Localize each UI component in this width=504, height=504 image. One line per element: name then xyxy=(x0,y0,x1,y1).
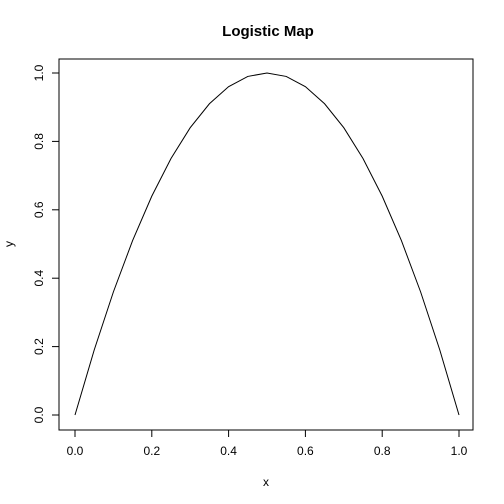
chart-title: Logistic Map xyxy=(222,23,314,40)
x-axis: 0.0 0.2 0.4 0.6 0.8 1.0 xyxy=(67,429,468,458)
y-tick-label: 0.6 xyxy=(32,201,46,218)
plot-frame xyxy=(58,58,474,431)
y-axis: 0.0 0.2 0.4 0.6 0.8 1.0 xyxy=(32,64,60,423)
y-tick-label: 0.4 xyxy=(32,270,46,287)
x-tick-label: 0.8 xyxy=(374,444,391,458)
y-tick-label: 0.0 xyxy=(32,406,46,423)
y-tick-label: 1.0 xyxy=(32,64,46,81)
y-tick-label: 0.8 xyxy=(32,133,46,150)
x-tick-label: 0.6 xyxy=(297,444,314,458)
y-axis-label: y xyxy=(2,241,16,247)
x-tick-label: 0.0 xyxy=(67,444,84,458)
y-tick-label: 0.2 xyxy=(32,338,46,355)
x-tick-label: 0.4 xyxy=(220,444,237,458)
x-axis-label: x xyxy=(263,475,269,489)
series-line xyxy=(74,72,460,416)
x-tick-label: 0.2 xyxy=(143,444,160,458)
x-tick-label: 1.0 xyxy=(451,444,468,458)
